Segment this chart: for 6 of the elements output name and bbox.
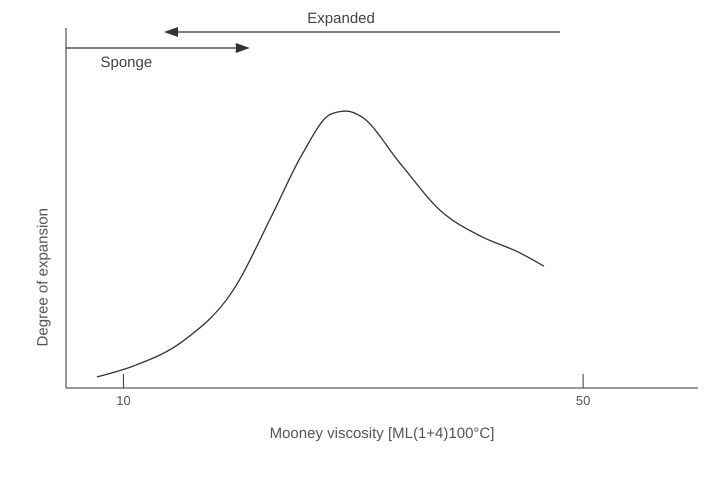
y-axis-title: Degree of expansion — [34, 208, 52, 346]
x-axis-title: Mooney viscosity [ML(1+4)100°C] — [270, 425, 494, 442]
text: Sponge — [100, 54, 152, 71]
x-tick-label: 50 — [576, 393, 590, 408]
x-tick-label: 10 — [116, 393, 131, 408]
text: Expanded — [307, 10, 375, 27]
